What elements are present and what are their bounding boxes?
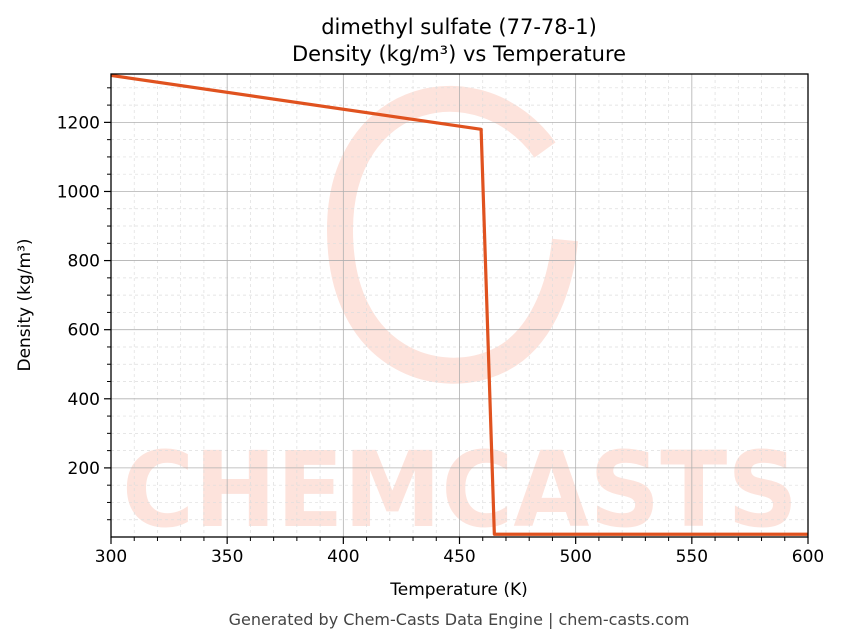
- y-tick-label: 600: [68, 321, 100, 341]
- y-axis-label: Density (kg/m³): [15, 238, 35, 371]
- x-tick-label: 350: [211, 547, 243, 567]
- y-tick-label: 1000: [57, 182, 100, 202]
- density-line: [110, 73, 808, 536]
- x-tick-label: 600: [792, 547, 824, 567]
- x-tick-label: 450: [443, 547, 475, 567]
- x-tick-label: 500: [559, 547, 591, 567]
- chemcasts-watermark-logo: CHEMCASTS: [122, 85, 798, 551]
- x-tick-label: 400: [327, 547, 359, 567]
- y-tick-label: 800: [68, 252, 100, 272]
- footer-credit: Generated by Chem-Casts Data Engine | ch…: [229, 610, 690, 629]
- watermark-lettering: CHEMCASTS: [122, 429, 798, 551]
- y-tick-label: 200: [68, 459, 100, 479]
- chart-title: dimethyl sulfate (77-78-1): [321, 15, 597, 39]
- x-tick-label: 300: [95, 547, 127, 567]
- x-tick-label: 550: [676, 547, 708, 567]
- y-tick-label: 1200: [57, 113, 100, 133]
- x-axis-label: Temperature (K): [389, 580, 528, 600]
- chart-subtitle: Density (kg/m³) vs Temperature: [292, 42, 626, 66]
- y-tick-label: 400: [68, 390, 100, 410]
